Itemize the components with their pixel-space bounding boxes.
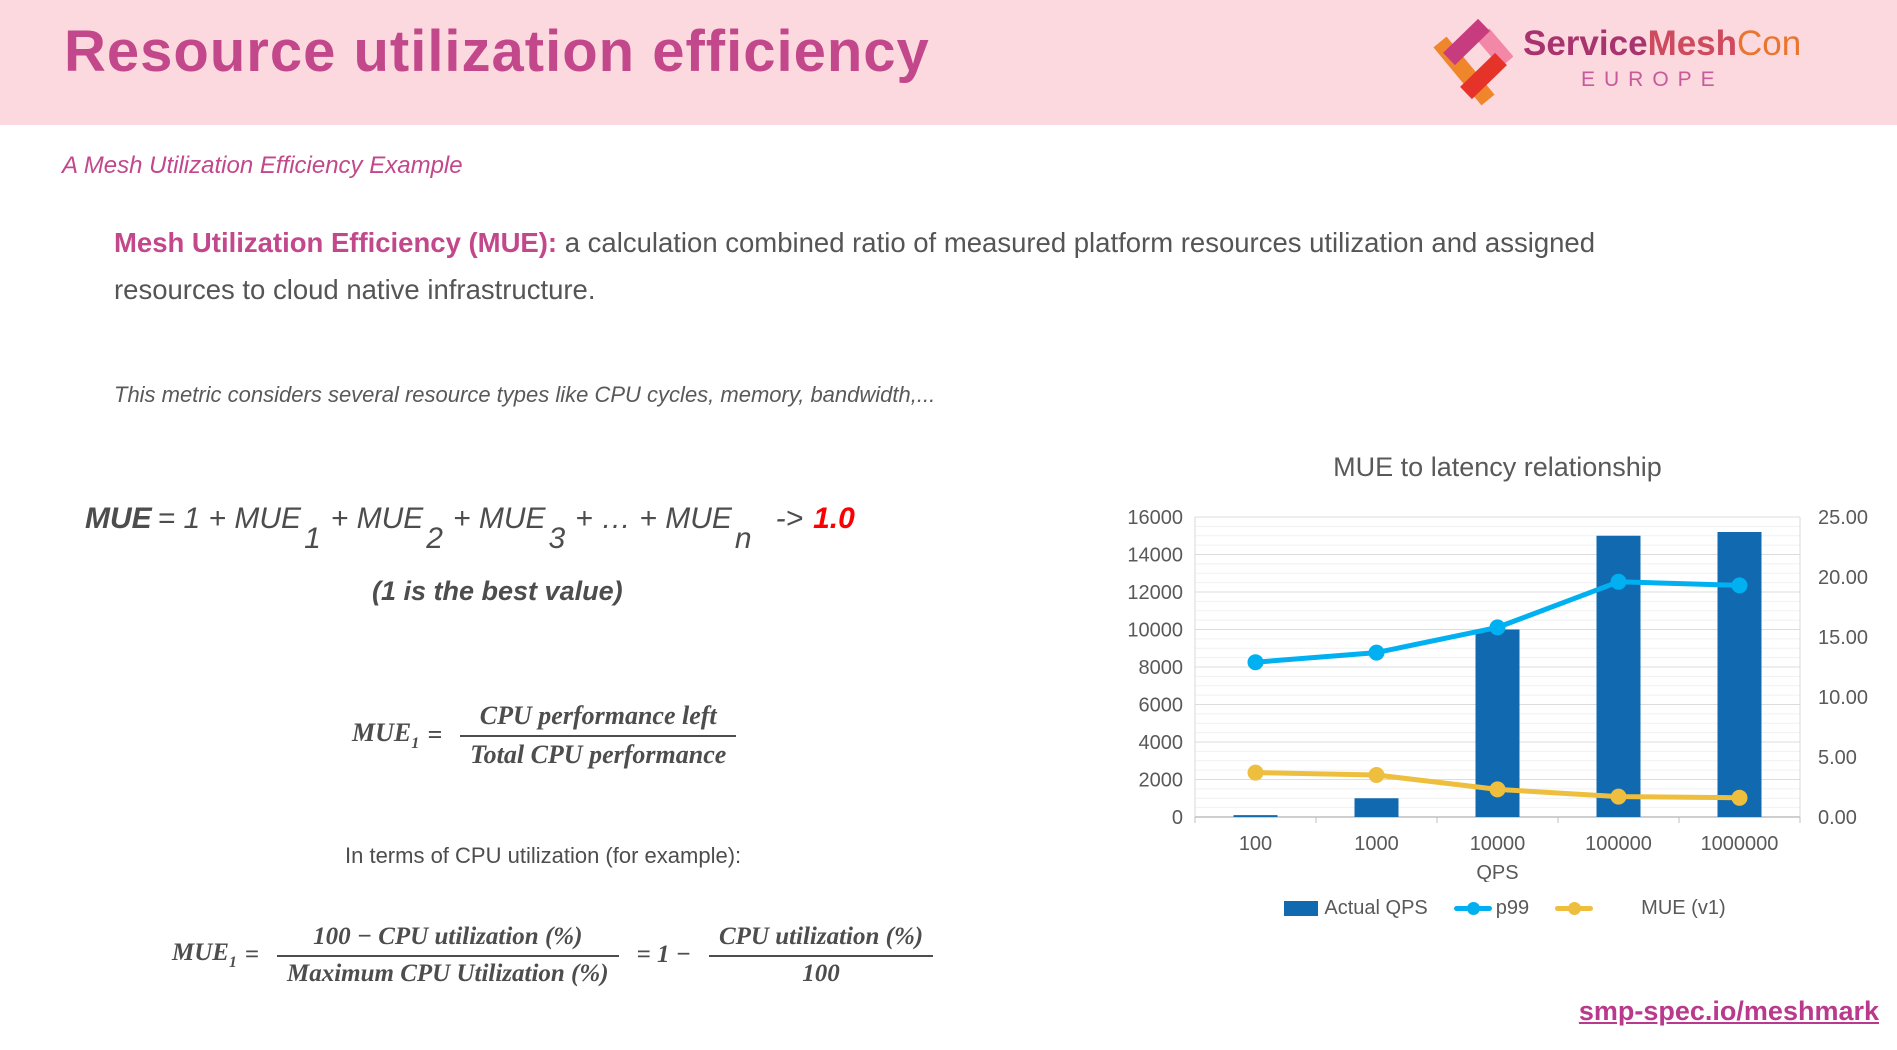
formula-part: + MUE — [330, 502, 424, 535]
legend-label: MUE (v1) — [1641, 897, 1726, 919]
servicemeshcon-logo: ServiceMeshCon EUROPE — [1431, 6, 1861, 118]
formula-arrow: -> — [775, 502, 804, 535]
svg-text:1000: 1000 — [1354, 833, 1399, 855]
page-title: Resource utilization efficiency — [64, 19, 930, 84]
svg-text:10000: 10000 — [1470, 833, 1526, 855]
intro-body: a calculation combined ratio of measured… — [114, 227, 1596, 305]
weave-logo-icon — [1433, 18, 1513, 106]
formula-subscript: 1 — [304, 522, 321, 555]
svg-text:10.00: 10.00 — [1818, 687, 1868, 709]
meshmark-link[interactable]: smp-spec.io/meshmark — [1578, 996, 1879, 1026]
fraction-denominator: Total CPU performance — [470, 740, 727, 769]
svg-text:5.00: 5.00 — [1818, 747, 1857, 769]
formula-lhs: MUE1 — [352, 717, 420, 752]
brand-mesh: Mesh — [1647, 24, 1738, 63]
formula-lhs: MUE — [85, 502, 152, 535]
mue1-utilization-formula: MUE1 = 100 − CPU utilization (%) Maximum… — [172, 922, 943, 988]
svg-text:0: 0 — [1172, 807, 1183, 829]
svg-text:14000: 14000 — [1127, 545, 1183, 567]
formula-subscript: 2 — [426, 522, 443, 555]
fraction: 100 − CPU utilization (%) Maximum CPU Ut… — [276, 922, 619, 988]
svg-text:1000000: 1000000 — [1701, 833, 1779, 855]
brand-region: EUROPE — [1581, 68, 1724, 91]
mue-sum-formula: MUE = 1 + MUE1+ MUE2+ MUE3+ … + MUEn-> 1.0 — [85, 502, 855, 555]
svg-text:15.00: 15.00 — [1818, 627, 1868, 649]
legend-bar-swatch-icon — [1284, 901, 1319, 916]
in-terms-label: In terms of CPU utilization (for example… — [345, 843, 742, 868]
legend-line-swatch-icon — [1453, 902, 1492, 915]
svg-text:25.00: 25.00 — [1818, 507, 1868, 529]
legend-item: p99 — [1453, 897, 1530, 920]
best-value-caption: (1 is the best value) — [372, 576, 623, 606]
fraction-denominator: 100 — [802, 960, 840, 987]
svg-text:100000: 100000 — [1585, 833, 1652, 855]
svg-text:QPS: QPS — [1476, 862, 1518, 882]
brand-wordmark: ServiceMeshCon — [1523, 24, 1801, 64]
header-band: Resource utilization efficiency ServiceM… — [0, 0, 1897, 125]
svg-text:10000: 10000 — [1127, 620, 1183, 642]
formula-part: = 1 + MUE — [157, 502, 302, 535]
svg-text:4000: 4000 — [1139, 732, 1184, 754]
brand-con: Con — [1737, 24, 1802, 63]
formula-part: + … + MUE — [575, 502, 732, 535]
fraction-numerator: CPU performance left — [460, 700, 737, 737]
svg-text:20.00: 20.00 — [1818, 567, 1868, 589]
chart-legend: Actual QPS p99 MUE (v1) — [1185, 897, 1825, 920]
chart-title: MUE to latency relationship — [1333, 452, 1662, 482]
svg-text:6000: 6000 — [1139, 695, 1184, 717]
equals-sign: = — [427, 720, 443, 749]
svg-text:2000: 2000 — [1139, 770, 1184, 792]
intro-paragraph: Mesh Utilization Efficiency (MUE): a cal… — [114, 220, 1684, 314]
legend-label: Actual QPS — [1324, 897, 1428, 919]
formula-lhs: MUE1 — [172, 938, 237, 971]
legend-line-swatch-icon — [1555, 902, 1594, 915]
intro-lead: Mesh Utilization Efficiency (MUE): — [114, 227, 558, 258]
formula-target-value: 1.0 — [813, 502, 855, 535]
mue-latency-chart: MUE to latency relationship 0 2000 4000 600… — [1115, 452, 1897, 920]
formula-part: + MUE — [452, 502, 546, 535]
chart-plot-area: 0 2000 4000 6000 8000 10000 12000 14000 16000 0.0… — [1127, 507, 1868, 884]
svg-text:8000: 8000 — [1139, 657, 1184, 679]
equals-sign: = — [244, 941, 259, 968]
mue1-performance-formula: MUE1 = CPU performance left Total CPU pe… — [352, 700, 746, 770]
subtitle: A Mesh Utilization Efficiency Example — [62, 152, 463, 179]
fraction: CPU performance left Total CPU performan… — [460, 700, 737, 770]
fraction-numerator: CPU utilization (%) — [708, 922, 934, 957]
svg-text:0.00: 0.00 — [1818, 807, 1857, 829]
legend-item: Actual QPS — [1284, 897, 1428, 920]
legend-label: p99 — [1495, 897, 1530, 919]
legend-item: MUE (v1) — [1555, 897, 1726, 920]
fraction: CPU utilization (%) 100 — [708, 922, 934, 988]
formula-subscript: n — [734, 522, 752, 555]
equals-one-minus: = 1 − — [636, 941, 691, 968]
brand-service: Service — [1523, 24, 1648, 63]
svg-text:100: 100 — [1239, 833, 1272, 855]
fraction-denominator: Maximum CPU Utilization (%) — [286, 960, 609, 987]
resource-types-note: This metric considers several resource t… — [114, 382, 936, 407]
svg-text:16000: 16000 — [1127, 507, 1183, 529]
fraction-numerator: 100 − CPU utilization (%) — [276, 922, 619, 957]
formula-subscript: 3 — [548, 522, 566, 555]
svg-text:12000: 12000 — [1127, 582, 1183, 604]
